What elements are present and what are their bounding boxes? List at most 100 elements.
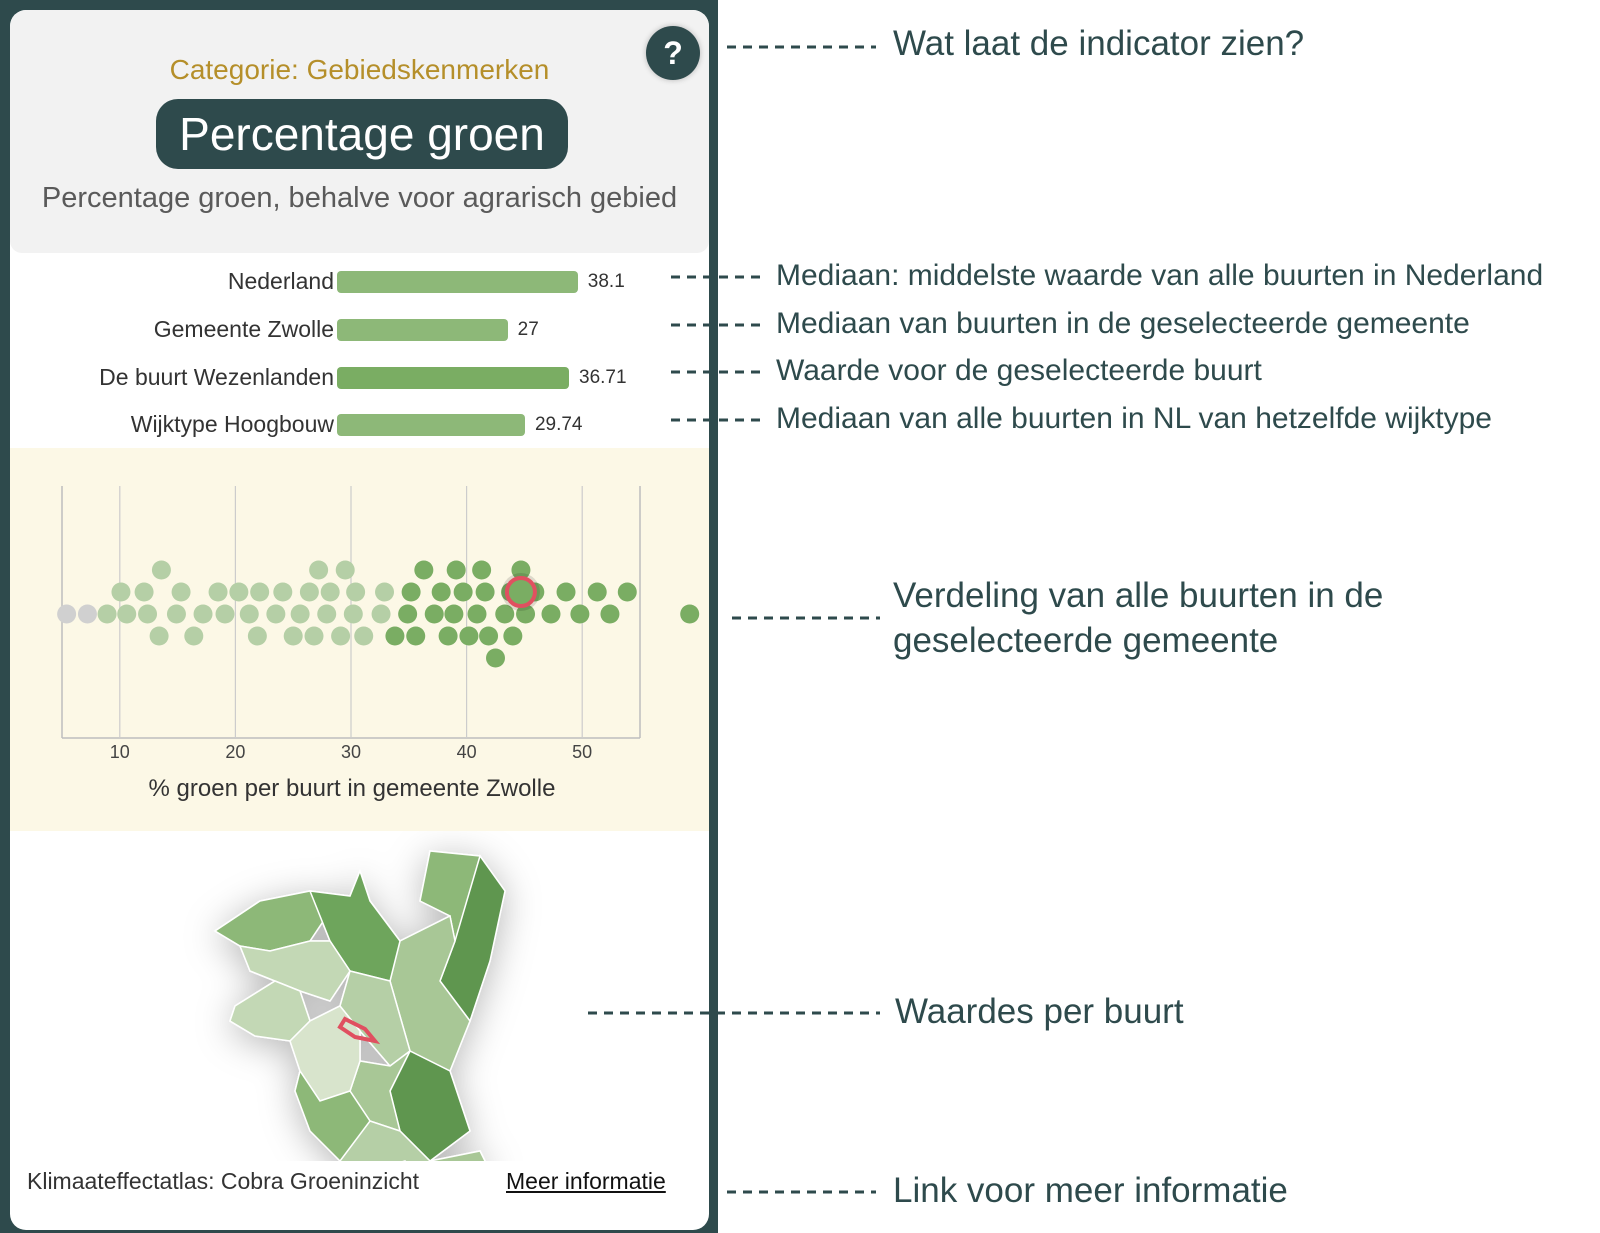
neighborhood-dot[interactable] (459, 626, 479, 646)
bar-row-nederland: Nederland 38.1 (10, 267, 709, 297)
bar-value: 27 (517, 319, 539, 340)
neighborhood-dot[interactable] (151, 560, 171, 580)
data-source: Klimaateffectatlas: Cobra Groeninzicht (27, 1168, 420, 1194)
indicator-header: Categorie: Gebiedskenmerken ? Percentage… (10, 10, 709, 253)
tick-label: 10 (110, 742, 130, 762)
neighborhood-dot[interactable] (475, 582, 495, 602)
annot-distribution-2: geselecteerde gemeente (893, 621, 1279, 660)
tick-labels: 10 20 30 40 50 (110, 742, 592, 762)
annot-link: Link voor meer informatie (893, 1171, 1288, 1210)
category-label: Categorie: Gebiedskenmerken (169, 54, 550, 85)
neighborhood-dot[interactable] (446, 560, 466, 580)
annot-nederland: Mediaan: middelste waarde van alle buurt… (776, 259, 1544, 292)
annot-distribution-1: Verdeling van alle buurten in de (893, 576, 1384, 615)
neighborhood-map[interactable] (10, 831, 709, 1230)
bar-row-wijktype: Wijktype Hoogbouw 29.74 (10, 410, 709, 440)
neighborhood-dot[interactable] (250, 582, 270, 602)
neighborhood-dot[interactable] (495, 604, 515, 624)
neighborhood-dot[interactable] (283, 626, 303, 646)
neighborhood-dot[interactable] (239, 604, 259, 624)
help-button[interactable]: ? (646, 26, 700, 80)
bar-row-buurt: De buurt Wezenlanden 36.71 (10, 363, 709, 393)
neighborhood-dot[interactable] (299, 582, 319, 602)
neighborhood-dot[interactable] (472, 560, 492, 580)
bar (337, 271, 578, 293)
neighborhood-dot[interactable] (406, 626, 426, 646)
map-regions (213, 850, 506, 1230)
indicator-subtitle: Percentage groen, behalve voor agrarisch… (41, 182, 678, 214)
neighborhood-dot[interactable] (215, 604, 235, 624)
neighborhood-dot[interactable] (587, 582, 607, 602)
neighborhood-dot[interactable] (398, 604, 418, 624)
neighborhood-dot[interactable] (247, 626, 267, 646)
neighborhood-dot[interactable] (77, 604, 97, 624)
neighborhood-dot[interactable] (453, 582, 473, 602)
neighborhood-dot[interactable] (134, 582, 154, 602)
neighborhood-dot[interactable] (57, 604, 77, 624)
annot-help: Wat laat de indicator zien? (893, 24, 1305, 63)
neighborhood-dot[interactable] (516, 604, 536, 624)
neighborhood-dot[interactable] (438, 626, 458, 646)
annot-map: Waardes per buurt (895, 992, 1184, 1031)
neighborhood-dot[interactable] (617, 582, 637, 602)
neighborhood-dot[interactable] (208, 582, 228, 602)
neighborhood-dot[interactable] (680, 604, 700, 624)
bar (337, 367, 569, 389)
selected-neighborhood[interactable] (337, 1016, 381, 1045)
neighborhood-dot[interactable] (371, 604, 391, 624)
neighborhood-dot[interactable] (184, 626, 204, 646)
neighborhood-dot[interactable] (541, 604, 561, 624)
neighborhood-dot[interactable] (375, 582, 395, 602)
neighborhood-dot[interactable] (320, 582, 340, 602)
distribution-chart: 10 20 30 40 50 % groen per buurt in gemeente… (10, 448, 709, 831)
neighborhood-dot[interactable] (479, 626, 499, 646)
neighborhood-dot[interactable] (414, 560, 434, 580)
bar-value: 29.74 (534, 414, 583, 435)
neighborhood-dot[interactable] (467, 604, 487, 624)
neighborhood-dot[interactable] (117, 604, 137, 624)
neighborhood-dot[interactable] (304, 626, 324, 646)
bar-value: 38.1 (587, 271, 625, 292)
tick-label: 40 (457, 742, 477, 762)
neighborhood-dot[interactable] (273, 582, 293, 602)
bar-label: Wijktype Hoogbouw (130, 411, 334, 437)
tick-label: 30 (341, 742, 361, 762)
neighborhood-dot[interactable] (138, 604, 158, 624)
neighborhood-dot[interactable] (171, 582, 191, 602)
neighborhood-dot[interactable] (149, 626, 169, 646)
neighborhood-dot[interactable] (343, 604, 363, 624)
neighborhood-dot[interactable] (570, 604, 590, 624)
neighborhood-dot[interactable] (229, 582, 249, 602)
neighborhood-dot[interactable] (486, 648, 505, 668)
annot-wijktype: Mediaan van alle buurten in NL van hetze… (776, 402, 1492, 435)
neighborhood-dot[interactable] (424, 604, 444, 624)
selected-dot[interactable] (504, 576, 537, 608)
map-region (238, 940, 351, 1002)
more-info-link[interactable]: Meer informatie (506, 1168, 666, 1194)
neighborhood-dot[interactable] (346, 582, 366, 602)
neighborhood-dot[interactable] (331, 626, 351, 646)
neighborhood-dot[interactable] (600, 604, 620, 624)
neighborhood-dot[interactable] (309, 560, 329, 580)
neighborhood-dot[interactable] (511, 560, 531, 580)
neighborhood-dot[interactable] (431, 582, 451, 602)
neighborhood-dot[interactable] (193, 604, 213, 624)
neighborhood-dot[interactable] (385, 626, 405, 646)
neighborhood-dot[interactable] (335, 560, 355, 580)
bar-label: Nederland (227, 268, 334, 294)
tick-label: 20 (225, 742, 245, 762)
bar-label: De buurt Wezenlanden (99, 364, 334, 390)
neighborhood-dot[interactable] (354, 626, 374, 646)
neighborhood-dot[interactable] (444, 604, 464, 624)
map-svg[interactable] (10, 831, 709, 1230)
neighborhood-dot[interactable] (111, 582, 131, 602)
neighborhood-dot[interactable] (97, 604, 117, 624)
neighborhood-dot[interactable] (166, 604, 186, 624)
neighborhood-dot[interactable] (290, 604, 310, 624)
neighborhood-dot[interactable] (503, 626, 523, 646)
neighborhood-dot[interactable] (266, 604, 286, 624)
neighborhood-dot[interactable] (401, 582, 421, 602)
comparison-bars: Nederland 38.1 Gemeente Zwolle 27 De buu… (10, 260, 709, 450)
neighborhood-dot[interactable] (317, 604, 337, 624)
neighborhood-dot[interactable] (556, 582, 576, 602)
